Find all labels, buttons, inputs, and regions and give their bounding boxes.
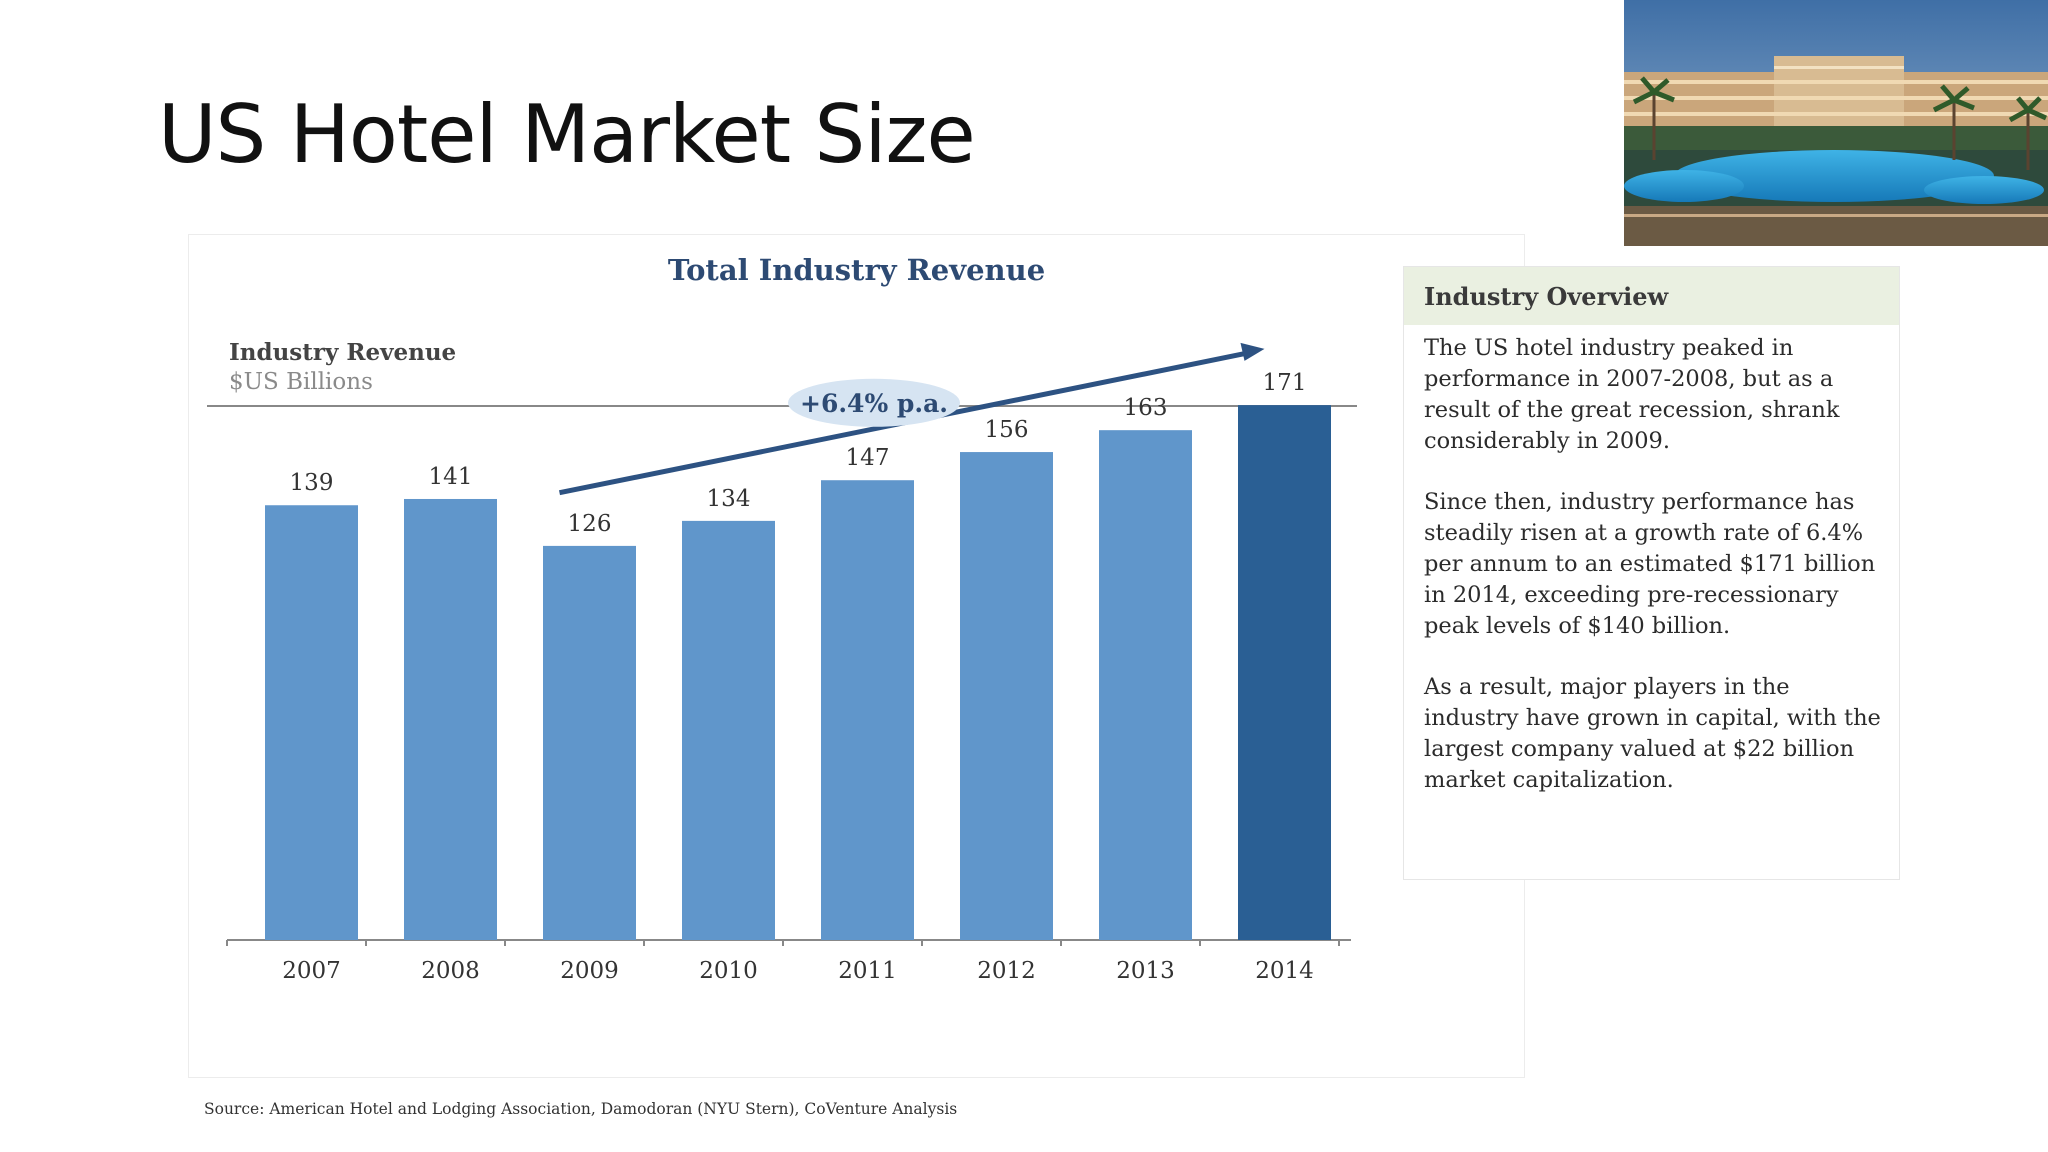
data-label-2013: 163 [1124,395,1168,421]
data-label-2008: 141 [429,464,473,490]
data-label-2007: 139 [290,470,334,496]
x-tick-label-2007: 2007 [282,958,341,984]
x-tick-label-2011: 2011 [838,958,897,984]
data-label-2011: 147 [846,445,890,471]
slide-title: US Hotel Market Size [158,88,976,181]
x-tick-label-2010: 2010 [699,958,758,984]
chart-title: Total Industry Revenue [667,253,1046,287]
bar-2007 [265,505,358,940]
industry-overview-panel: Industry Overview The US hotel industry … [1403,266,1900,880]
overview-title: Industry Overview [1404,267,1899,325]
data-label-2012: 156 [985,417,1029,443]
overview-body: The US hotel industry peaked in performa… [1404,325,1899,796]
x-tick-label-2014: 2014 [1255,958,1314,984]
growth-annotation-label: +6.4% p.a. [800,389,948,418]
x-tick-label-2008: 2008 [421,958,480,984]
bar-2011 [821,480,914,940]
trend-arrowhead [1240,342,1265,361]
bar-2010 [682,520,775,940]
data-label-2014: 171 [1263,370,1307,396]
bar-2012 [960,452,1053,940]
hotel-resort-photo [1624,0,2048,246]
revenue-bar-chart: 139 2007 141 2008 126 2009 134 2010 147 2011 156 20… [226,342,1351,984]
header-rule [207,405,1357,407]
bar-2009 [543,545,636,940]
x-tick-label-2009: 2009 [560,958,619,984]
revenue-chart-panel: Total Industry Revenue Industry Revenue … [188,234,1525,1078]
source-note: Source: American Hotel and Lodging Assoc… [204,1100,958,1118]
y-axis-label: Industry Revenue [229,339,457,366]
x-tick-label-2012: 2012 [977,958,1036,984]
y-axis-unit: $US Billions [229,369,373,395]
overview-paragraph: Since then, industry performance has ste… [1424,489,1876,639]
data-label-2010: 134 [707,486,751,512]
x-tick-label-2013: 2013 [1116,958,1175,984]
overview-paragraph: As a result, major players in the indust… [1424,674,1881,793]
bar-2014 [1238,405,1331,940]
bar-2008 [404,498,497,940]
overview-paragraph: The US hotel industry peaked in performa… [1424,335,1840,454]
growth-annotation-bubble [788,378,960,427]
hotel-photo-image [1624,0,2048,246]
data-label-2009: 126 [568,511,612,537]
bar-2013 [1099,430,1192,940]
